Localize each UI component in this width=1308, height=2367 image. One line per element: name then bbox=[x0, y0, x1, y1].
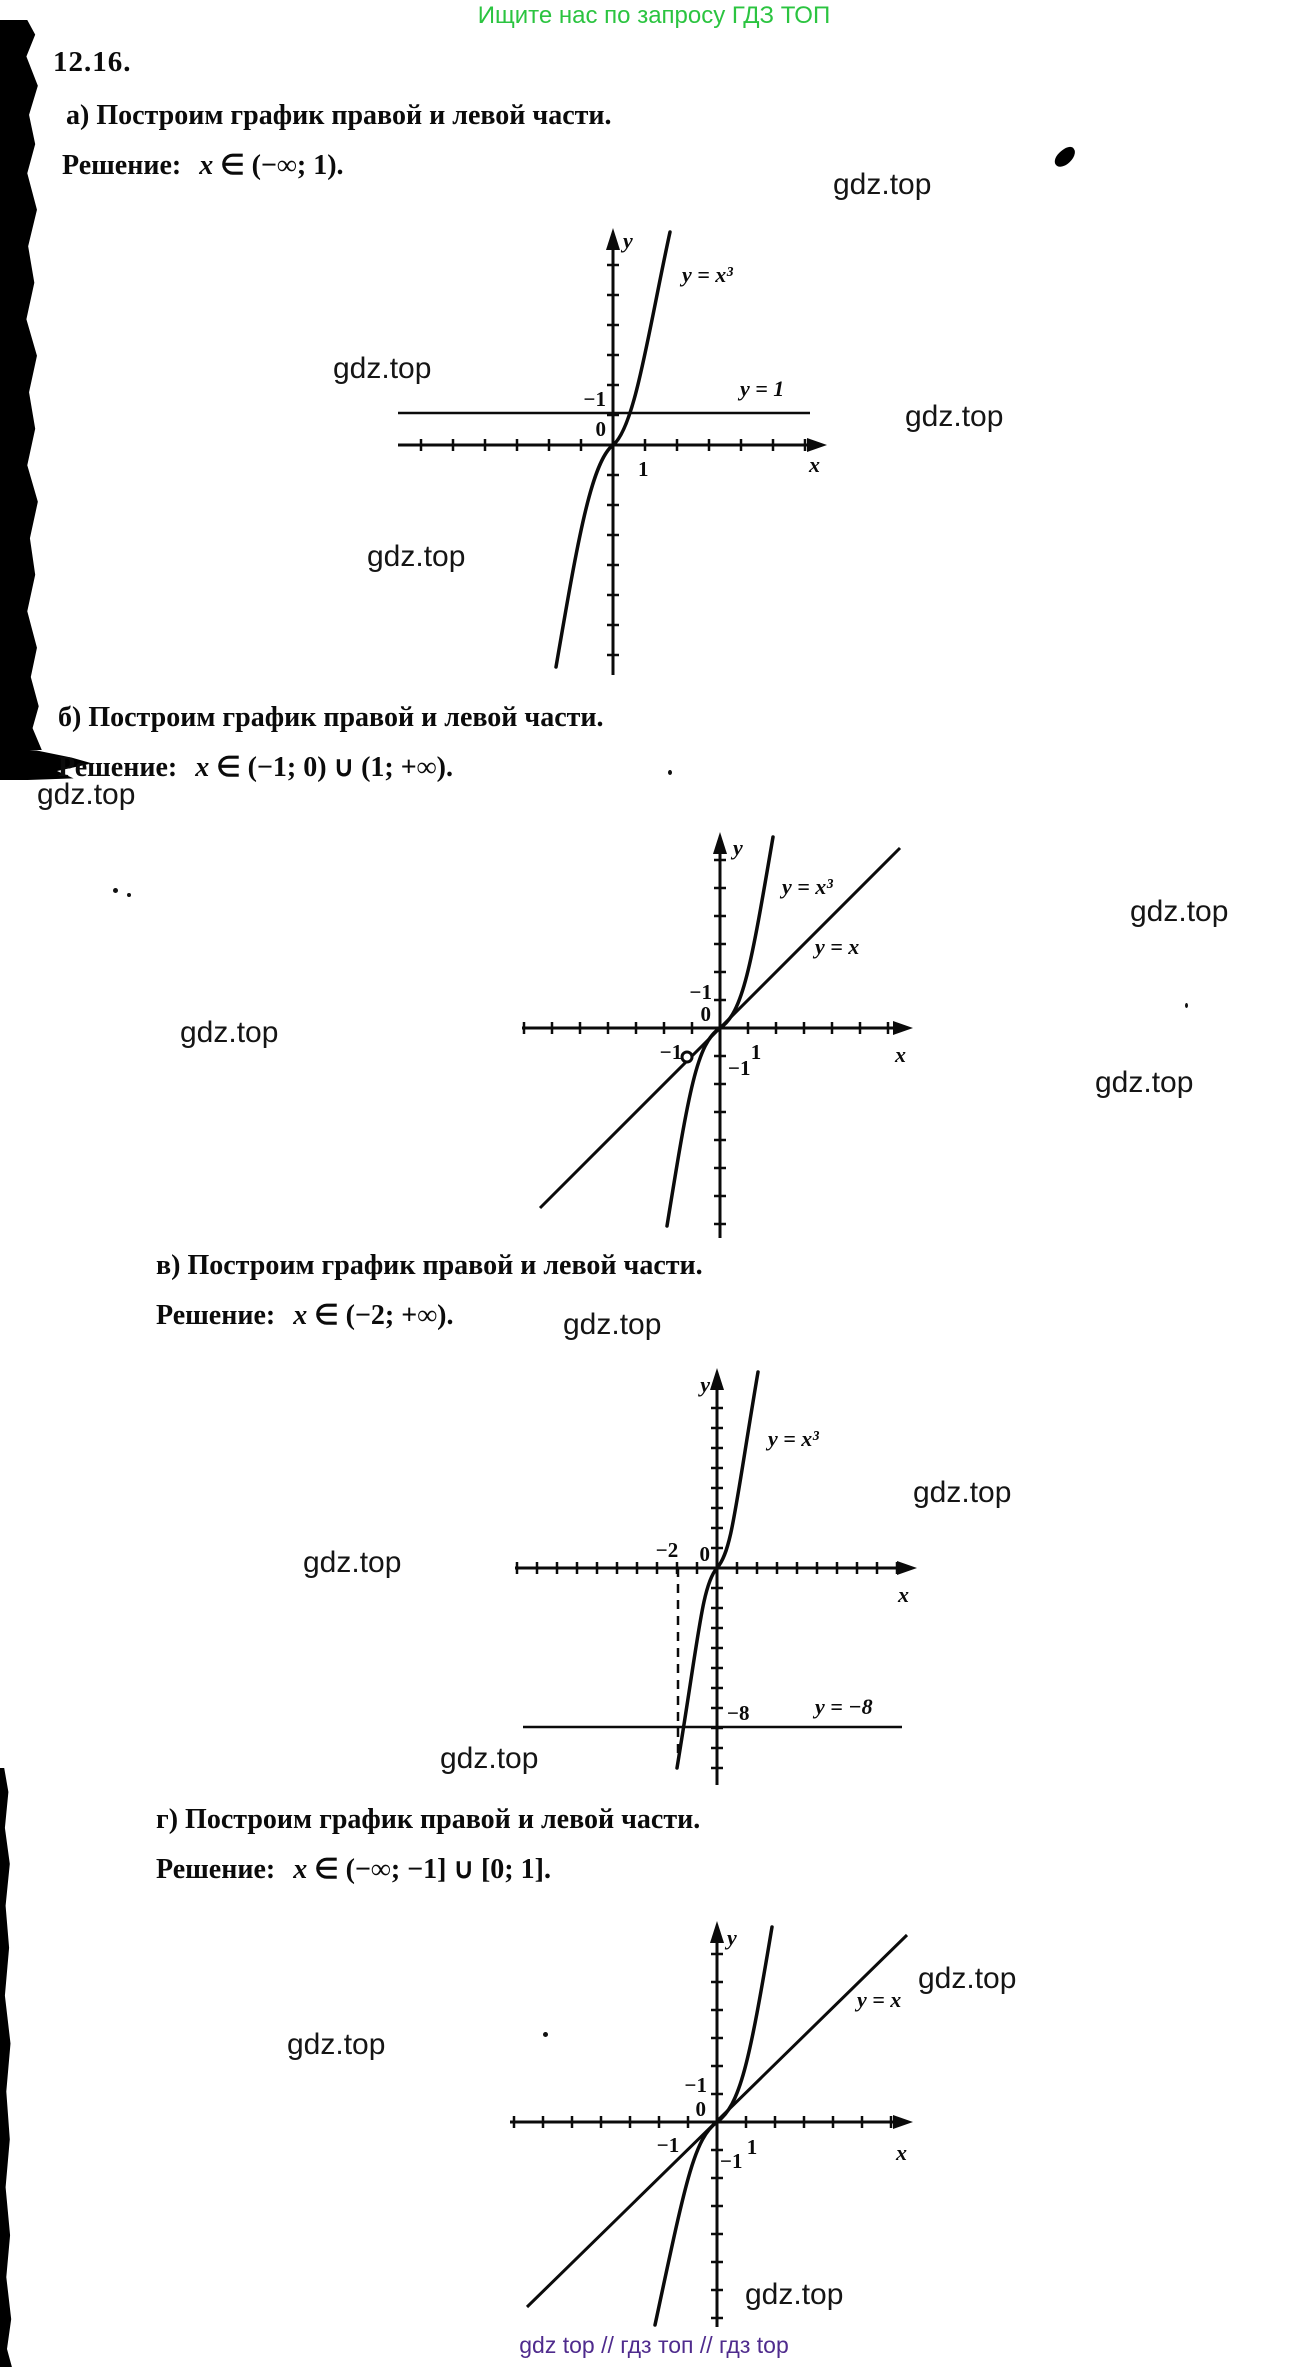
solution-variable: x bbox=[195, 752, 210, 783]
scan-speck bbox=[668, 770, 672, 775]
figure-v-graph: y x y = x³ y = −8 −2 0 −8 bbox=[515, 1368, 917, 1785]
tick-label-neg2: −2 bbox=[656, 1538, 678, 1562]
scan-artifact-blob bbox=[1051, 144, 1079, 170]
solution-variable: x bbox=[293, 1854, 308, 1885]
x-axis-label: x bbox=[808, 452, 820, 477]
section-v-solution: Решение: x ∈ (−2; +∞). bbox=[156, 1298, 453, 1332]
line-label: y = −8 bbox=[812, 1694, 873, 1719]
tick-label-neg1: −1 bbox=[584, 387, 606, 411]
y-axis-arrow bbox=[713, 832, 727, 854]
watermark-gdz-top: gdz.top bbox=[287, 2028, 386, 2061]
cubic-curve bbox=[675, 1370, 760, 1770]
tick-label-top: −1 bbox=[690, 980, 712, 1004]
figure-b-graph: y x y = x³ y = x −1 0 −1 1 −1 bbox=[522, 832, 913, 1238]
watermark-gdz-top: gdz.top bbox=[367, 540, 466, 573]
watermark-gdz-top: gdz.top bbox=[1095, 1066, 1194, 1099]
section-g-heading: г) Построим график правой и левой части. bbox=[156, 1804, 701, 1835]
tick-label-yneg1: −1 bbox=[728, 1056, 750, 1080]
solution-label: Решение: bbox=[58, 752, 178, 783]
section-b-heading: б) Построим график правой и левой части. bbox=[58, 702, 604, 733]
solution-interval: ∈ (−1; 0) ∪ (1; +∞). bbox=[216, 752, 453, 783]
tick-label-yneg1: −1 bbox=[720, 2149, 742, 2173]
y-axis-label: y bbox=[620, 228, 633, 253]
x-axis-arrow bbox=[897, 1561, 917, 1575]
axis-ticks bbox=[522, 858, 890, 1226]
cubic-curve bbox=[665, 835, 775, 1228]
cubic-curve bbox=[554, 230, 672, 669]
section-g-solution: Решение: x ∈ (−∞; −1] ∪ [0; 1]. bbox=[156, 1852, 551, 1886]
tick-label-0: 0 bbox=[700, 1542, 711, 1566]
x-axis-arrow bbox=[807, 438, 827, 452]
watermark-gdz-top: gdz.top bbox=[563, 1308, 662, 1341]
watermark-gdz-top: gdz.top bbox=[440, 1742, 539, 1775]
x-axis-label: x bbox=[895, 2140, 907, 2165]
solution-label: Решение: bbox=[62, 150, 182, 181]
watermark-gdz-top: gdz.top bbox=[905, 400, 1004, 433]
scan-artifact-left-edge bbox=[0, 20, 42, 750]
scan-speck bbox=[127, 893, 131, 897]
line-label: y = x bbox=[854, 1987, 901, 2012]
figure-a-graph: y x y = x³ y = 1 −1 0 1 bbox=[398, 228, 827, 675]
y-axis-arrow bbox=[710, 1921, 724, 1943]
scan-speck bbox=[543, 2032, 548, 2037]
tick-label-xneg1: −1 bbox=[657, 2133, 679, 2157]
watermark-gdz-top: gdz.top bbox=[180, 1016, 279, 1049]
watermark-gdz-top: gdz.top bbox=[303, 1546, 402, 1579]
promo-header: Ищите нас по запросу ГДЗ ТОП bbox=[477, 2, 831, 29]
x-axis-arrow bbox=[893, 2115, 913, 2129]
section-b-solution: Решение: x ∈ (−1; 0) ∪ (1; +∞). bbox=[58, 750, 453, 784]
x-axis-label: x bbox=[894, 1042, 906, 1067]
tick-label-0: 0 bbox=[596, 417, 607, 441]
curve-label: y = x³ bbox=[779, 874, 833, 899]
tick-label-xneg1: −1 bbox=[660, 1040, 682, 1064]
tick-label-x1: 1 bbox=[751, 1040, 762, 1064]
scan-speck bbox=[1185, 1003, 1188, 1008]
watermark-gdz-top: gdz.top bbox=[37, 778, 136, 811]
open-point-neg1-neg1 bbox=[680, 1050, 694, 1064]
tick-label-0: 0 bbox=[696, 2097, 707, 2121]
problem-number: 12.16. bbox=[53, 46, 132, 78]
x-axis-arrow bbox=[893, 1021, 913, 1035]
section-v-heading: в) Построим график правой и левой части. bbox=[156, 1250, 703, 1281]
curve-label: y = x³ bbox=[765, 1426, 819, 1451]
y-axis-label: y bbox=[724, 1925, 737, 1950]
x-axis-label: x bbox=[897, 1582, 909, 1607]
line-label: y = x bbox=[812, 934, 859, 959]
tick-label-1: 1 bbox=[638, 457, 649, 481]
watermark-gdz-top: gdz.top bbox=[833, 168, 932, 201]
tick-label-x1: 1 bbox=[747, 2135, 758, 2159]
section-a-solution: Решение: x ∈ (−∞; 1). bbox=[62, 148, 344, 182]
curve-label: y = x³ bbox=[679, 262, 733, 287]
line-label: y = 1 bbox=[737, 376, 784, 401]
watermark-gdz-top: gdz.top bbox=[1130, 895, 1229, 928]
watermark-gdz-top: gdz.top bbox=[333, 352, 432, 385]
y-axis-arrow bbox=[606, 228, 620, 250]
watermark-gdz-top: gdz.top bbox=[745, 2278, 844, 2311]
axis-ticks bbox=[419, 263, 807, 657]
section-a-heading: а) Построим график правой и левой части. bbox=[66, 100, 612, 131]
solution-interval: ∈ (−2; +∞). bbox=[314, 1300, 454, 1331]
solution-variable: x bbox=[293, 1300, 308, 1331]
solution-variable: x bbox=[199, 150, 214, 181]
scan-artifact-left-edge-thin bbox=[0, 1768, 12, 2367]
watermark-gdz-top: gdz.top bbox=[913, 1476, 1012, 1509]
tick-label-neg8: −8 bbox=[727, 1701, 749, 1725]
axis-ticks bbox=[512, 1952, 893, 2320]
solution-interval: ∈ (−∞; 1). bbox=[220, 150, 344, 181]
y-axis-label: y bbox=[730, 835, 743, 860]
tick-label-0: 0 bbox=[701, 1002, 712, 1026]
figure-g-graph: y x y = x −1 0 −1 1 −1 bbox=[510, 1921, 913, 2327]
y-axis-label: y bbox=[697, 1372, 710, 1397]
watermark-gdz-top: gdz.top bbox=[918, 1962, 1017, 1995]
solution-interval: ∈ (−∞; −1] ∪ [0; 1]. bbox=[314, 1854, 551, 1885]
footer-promo: gdz top // гдз топ // гдз top bbox=[519, 2332, 789, 2358]
solution-label: Решение: bbox=[156, 1300, 276, 1331]
scan-speck bbox=[113, 888, 118, 893]
y-axis-arrow bbox=[710, 1368, 724, 1390]
solution-label: Решение: bbox=[156, 1854, 276, 1885]
cubic-curve bbox=[653, 1925, 774, 2327]
tick-label-top: −1 bbox=[685, 2073, 707, 2097]
